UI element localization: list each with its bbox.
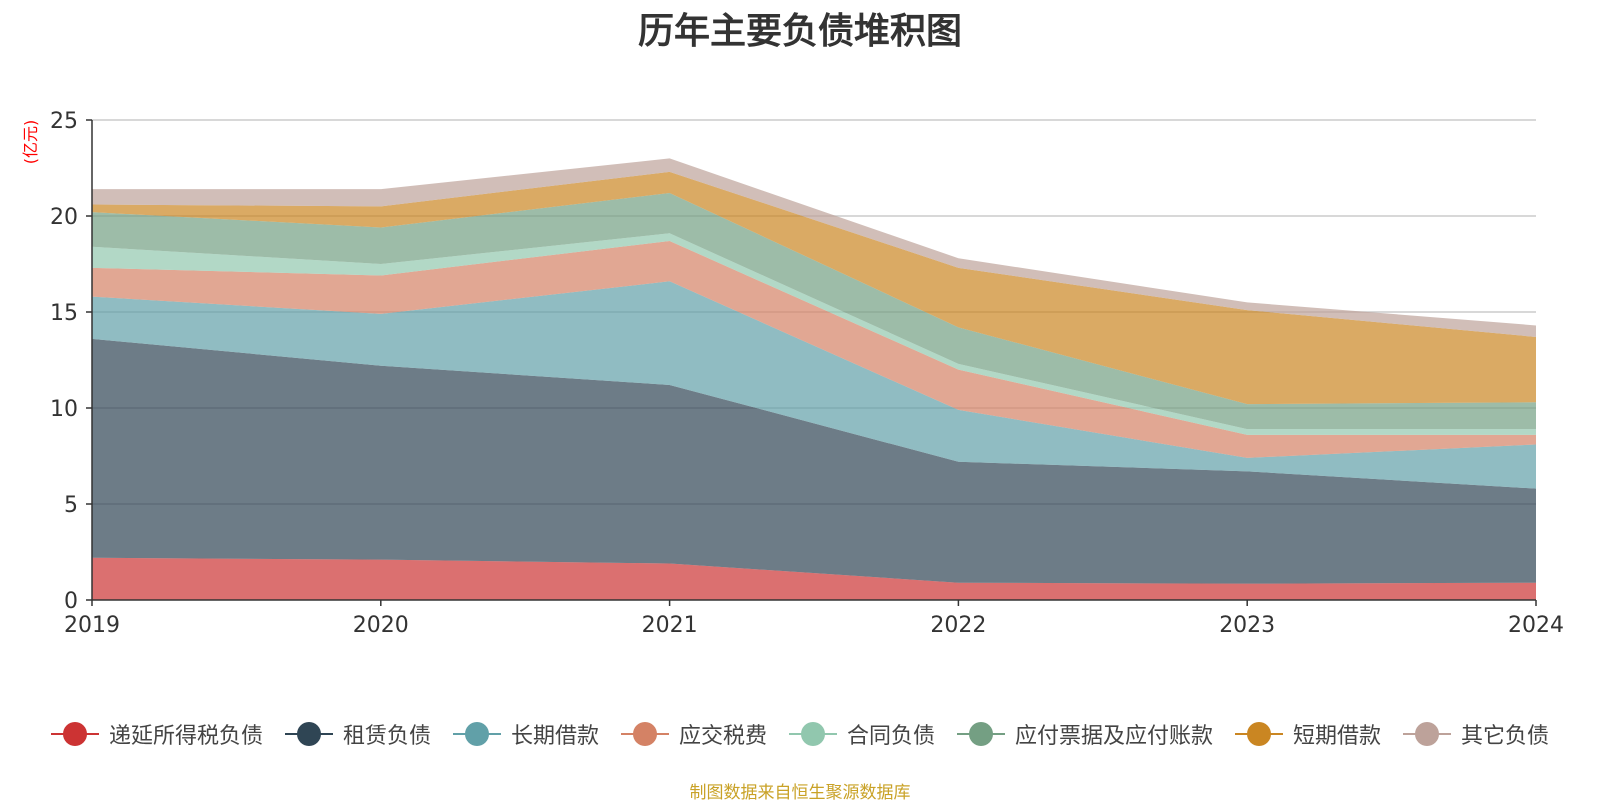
legend-label: 租赁负债 bbox=[342, 724, 431, 749]
legend-marker-icon bbox=[284, 722, 333, 746]
legend-marker-icon bbox=[452, 722, 501, 746]
x-tick-label: 2024 bbox=[1508, 613, 1564, 638]
legend-marker-icon bbox=[957, 722, 1006, 746]
legend-label: 短期借款 bbox=[1293, 724, 1382, 749]
y-tick-label: 0 bbox=[64, 589, 78, 614]
area-series-0 bbox=[92, 557, 1536, 600]
legend-item[interactable]: 递延所得税负债 bbox=[50, 718, 263, 750]
area-series-2 bbox=[92, 281, 1536, 489]
x-tick-label: 2020 bbox=[353, 613, 409, 638]
legend-label: 其它负债 bbox=[1461, 724, 1550, 749]
area-layers bbox=[92, 158, 1536, 600]
x-tick-label: 2023 bbox=[1219, 613, 1275, 638]
legend-label: 递延所得税负债 bbox=[108, 724, 263, 749]
area-series-5 bbox=[92, 192, 1536, 430]
legend-item[interactable]: 其它负债 bbox=[1403, 718, 1549, 750]
legend-marker-icon bbox=[50, 722, 99, 746]
legend: 递延所得税负债 租赁负债 长期借款 应交税费 合同负债 应付票据及应付账款 短期借款 其它负债 bbox=[0, 716, 1600, 752]
y-tick-label: 25 bbox=[50, 109, 78, 134]
x-tick-label: 2019 bbox=[64, 613, 120, 638]
legend-marker-icon bbox=[1235, 722, 1284, 746]
legend-item[interactable]: 应交税费 bbox=[620, 718, 767, 750]
legend-label: 长期借款 bbox=[510, 724, 599, 749]
legend-item[interactable]: 短期借款 bbox=[1235, 718, 1381, 750]
chart-title: 历年主要负债堆积图 bbox=[637, 11, 962, 52]
legend-marker-icon bbox=[789, 722, 837, 746]
legend-item[interactable]: 应付票据及应付账款 bbox=[957, 718, 1213, 750]
legend-item[interactable]: 租赁负债 bbox=[284, 718, 431, 750]
area-series-7 bbox=[92, 158, 1536, 337]
area-series-6 bbox=[92, 171, 1536, 405]
legend-marker-icon bbox=[620, 722, 669, 746]
y-axis-unit: (亿元) bbox=[21, 120, 40, 165]
legend-label: 应交税费 bbox=[678, 724, 767, 749]
y-tick-label: 10 bbox=[50, 397, 78, 422]
axes: 0 5 10 15 20 25 2019 2020 2021 2022 2023 2024 bbox=[50, 109, 1564, 638]
source-note: 制图数据来自恒生聚源数据库 bbox=[689, 783, 911, 803]
y-tick-label: 5 bbox=[64, 493, 78, 518]
x-tick-label: 2022 bbox=[930, 613, 986, 638]
legend-marker-icon bbox=[1403, 722, 1452, 746]
area-series-3 bbox=[92, 240, 1536, 458]
legend-item[interactable]: 长期借款 bbox=[452, 718, 599, 750]
area-series-1 bbox=[92, 338, 1536, 584]
legend-label: 应付票据及应付账款 bbox=[1015, 724, 1214, 749]
y-tick-label: 15 bbox=[50, 301, 78, 326]
y-tick-label: 20 bbox=[50, 205, 78, 230]
legend-item[interactable]: 合同负债 bbox=[789, 718, 935, 750]
legend-label: 合同负债 bbox=[847, 724, 936, 749]
x-tick-label: 2021 bbox=[642, 613, 698, 638]
stacked-area-chart: 0 5 10 15 20 25 2019 2020 2021 2022 2023 2024 (亿元) bbox=[21, 109, 1564, 638]
